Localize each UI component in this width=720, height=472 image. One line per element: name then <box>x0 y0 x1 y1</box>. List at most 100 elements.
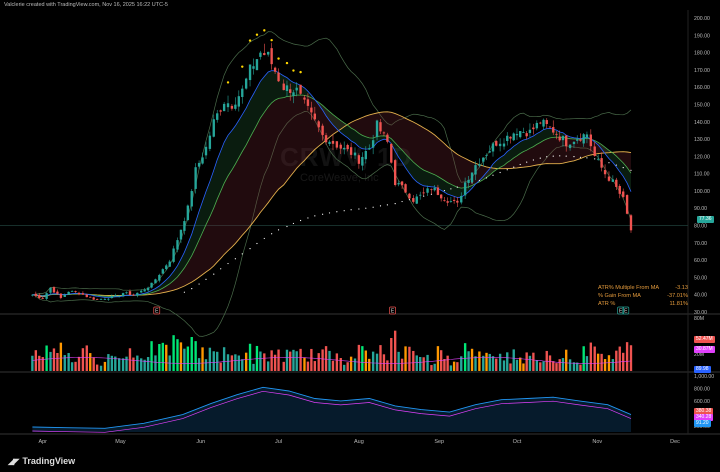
candle-body <box>41 298 44 300</box>
x-tick-label: Jun <box>196 439 205 445</box>
tradingview-brand[interactable]: ◢◤ TradingView <box>8 456 75 466</box>
price-tick-label: 160.00 <box>694 85 710 91</box>
ma-dot <box>322 213 324 215</box>
candle-body <box>313 113 317 120</box>
ma-dot <box>307 217 309 219</box>
ma-dot <box>220 268 222 270</box>
candle-body <box>136 292 139 296</box>
candle-body <box>270 48 273 65</box>
volume-bar <box>99 365 103 371</box>
volume-bar <box>622 352 625 371</box>
ma-dot <box>277 229 280 231</box>
candle-body <box>289 89 292 93</box>
ma-dot <box>615 164 617 166</box>
volume-bar <box>397 351 400 371</box>
volume-bar <box>252 363 255 371</box>
candle-body <box>622 191 625 197</box>
candle-body <box>38 294 41 299</box>
rs-tick-label: 1,000.00 <box>694 374 714 380</box>
candle-body <box>34 293 38 296</box>
candle-body <box>576 139 579 141</box>
volume-bar <box>143 359 146 371</box>
price-tick-label: 50.00 <box>694 275 707 281</box>
volume-bar <box>390 338 393 371</box>
candle-body <box>285 85 289 91</box>
candle-body <box>292 92 295 96</box>
ma-dot <box>286 225 288 228</box>
candle-body <box>449 201 453 202</box>
volume-bar <box>456 362 459 371</box>
volume-bar <box>361 346 364 371</box>
volume-bar <box>353 358 357 371</box>
rs-ma-line <box>32 390 632 433</box>
ma-dot <box>408 199 411 201</box>
candle-body <box>582 134 585 144</box>
candle-body <box>165 265 168 270</box>
volume-bar <box>379 345 382 371</box>
ma-dot <box>358 208 360 210</box>
ma-dot <box>183 291 185 293</box>
candle-body <box>143 289 146 292</box>
candle-body <box>31 294 34 296</box>
volume-bar <box>176 339 179 371</box>
volume-bar <box>449 365 453 371</box>
ma-dot <box>450 188 452 190</box>
ma-dot <box>263 237 265 240</box>
earnings-marker <box>389 306 396 315</box>
candle-body <box>331 140 335 144</box>
volume-bar <box>478 351 481 371</box>
candle-body <box>565 135 568 147</box>
candle-body <box>255 59 259 71</box>
candle-body <box>85 294 88 298</box>
volume-bar <box>194 341 197 371</box>
ma-dot <box>565 155 567 157</box>
volume-bar <box>552 361 555 371</box>
volume-bar <box>433 363 436 371</box>
candle-body <box>611 179 615 182</box>
volume-bar <box>226 354 230 371</box>
volume-bar <box>512 349 515 371</box>
ma-dot <box>608 162 610 164</box>
volume-bar <box>491 356 495 371</box>
volume-bar <box>615 350 618 371</box>
candle-body <box>443 200 446 202</box>
candle-body <box>525 133 528 137</box>
volume-ma-line <box>32 357 632 364</box>
volume-bar <box>572 362 576 371</box>
ma-dot <box>299 219 302 222</box>
volume-bar <box>270 350 273 371</box>
volume-bar <box>289 351 292 371</box>
candle-body <box>386 134 389 142</box>
candle-body <box>197 162 201 167</box>
candle-body <box>422 192 425 194</box>
candle-body <box>282 83 285 91</box>
volume-bar <box>495 358 498 371</box>
candle-body <box>467 179 470 183</box>
high-marker-dot <box>248 39 252 42</box>
candle-body <box>572 141 576 145</box>
volume-bar <box>568 359 572 371</box>
volume-bar <box>292 349 295 371</box>
candle-body <box>515 134 519 136</box>
ema-cloud <box>32 70 631 298</box>
candle-body <box>375 120 379 138</box>
ma-dot <box>532 159 534 161</box>
candle-body <box>219 110 222 112</box>
ma-dot <box>622 167 624 169</box>
candle-body <box>568 144 572 149</box>
volume-bar <box>89 353 92 371</box>
volume-bar <box>92 357 95 371</box>
volume-bar <box>545 350 548 371</box>
volume-bar <box>400 358 404 371</box>
volume-bar <box>277 349 280 371</box>
volume-bar <box>190 337 193 371</box>
candle-body <box>222 103 226 112</box>
volume-bar <box>212 351 215 371</box>
candle-body <box>558 136 561 141</box>
candle-body <box>400 181 404 186</box>
volume-bar <box>446 355 449 371</box>
candle-body <box>460 195 463 203</box>
candle-body <box>321 125 324 136</box>
volume-bar <box>263 353 266 371</box>
